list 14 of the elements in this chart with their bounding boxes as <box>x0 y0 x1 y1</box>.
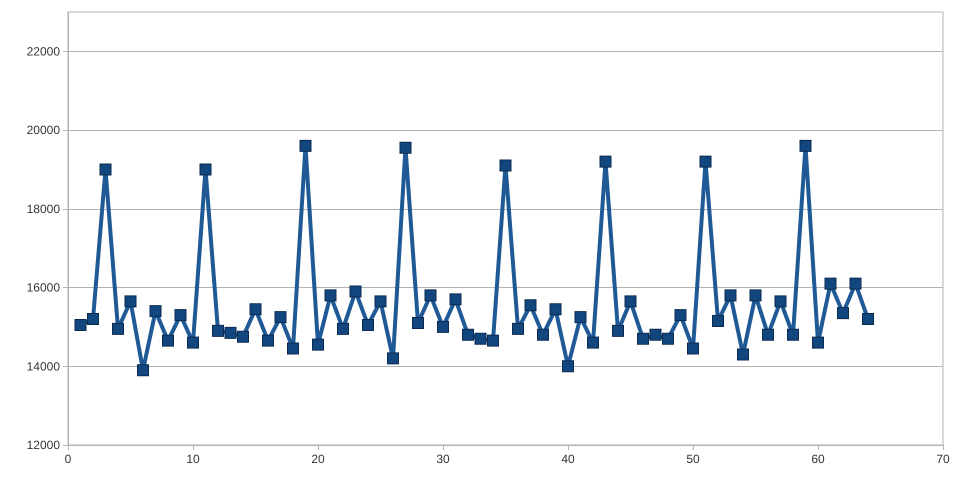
x-tick-label: 60 <box>811 452 825 466</box>
y-tick-label: 16000 <box>26 280 60 295</box>
x-tick-label: 20 <box>311 452 325 466</box>
x-tick-label: 0 <box>64 452 72 466</box>
y-tick-label: 20000 <box>26 123 60 138</box>
x-tick-label: 50 <box>686 452 700 466</box>
y-tick-label: 22000 <box>26 44 60 58</box>
y-tick-label: 18000 <box>26 202 60 216</box>
x-tick-label: 70 <box>936 452 950 466</box>
x-tick-label: 40 <box>561 452 575 466</box>
y-tick-label: 14000 <box>26 359 60 374</box>
x-tick-label: 30 <box>436 452 450 466</box>
x-tick-label: 10 <box>186 452 200 466</box>
y-tick-label: 12000 <box>26 438 60 452</box>
